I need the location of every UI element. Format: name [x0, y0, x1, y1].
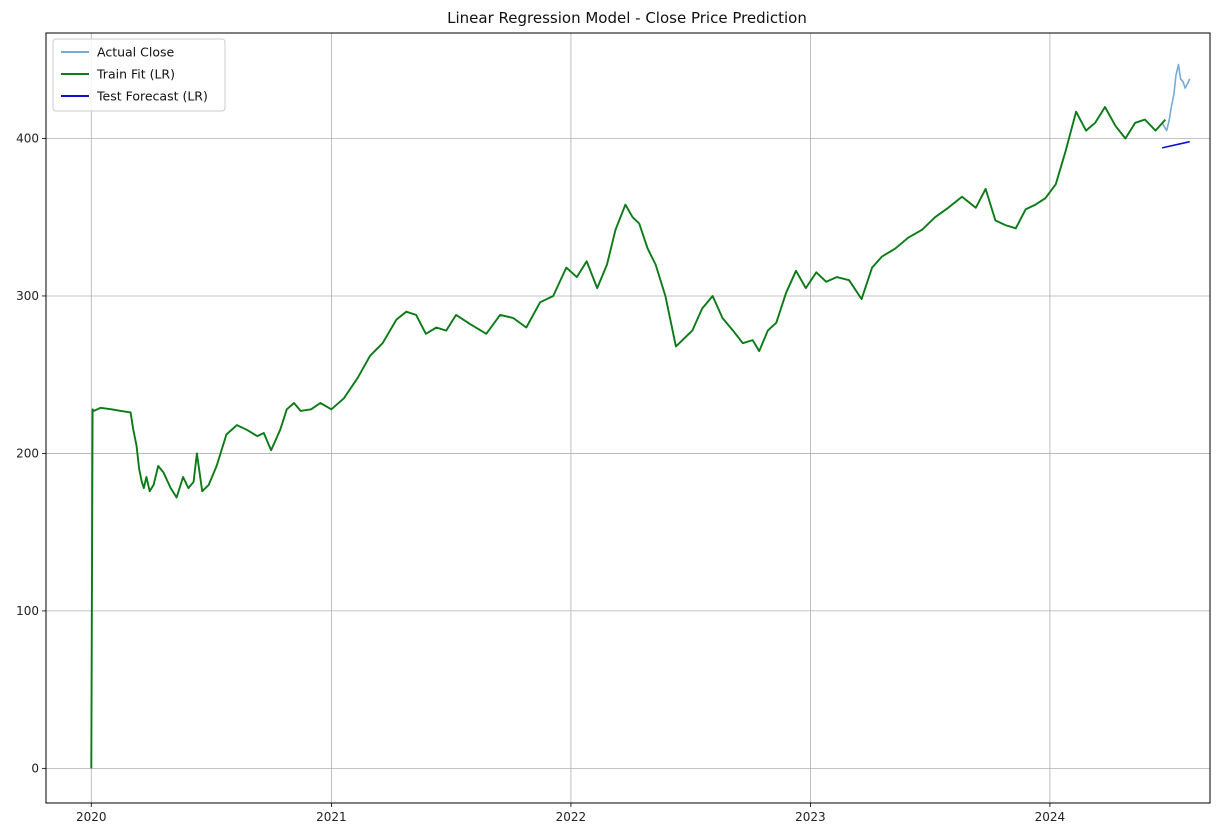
- series-line-3: [1161, 140, 1190, 149]
- y-axis: 0 100 200 300 400: [16, 132, 46, 775]
- y-tick-label: 400: [16, 132, 39, 146]
- series-line-1: [1161, 63, 1191, 132]
- legend-box: [52, 38, 226, 112]
- x-tick-label: 2022: [556, 810, 587, 824]
- y-tick-label: 0: [31, 761, 39, 775]
- x-axis: 2020 2021 2022 2023 2024: [76, 803, 1065, 824]
- legend: Actual Close Train Fit (LR) Test Forecast …: [52, 38, 226, 112]
- legend-label: Test Forecast (LR): [96, 89, 208, 104]
- y-tick-label: 100: [16, 604, 39, 618]
- grid: [46, 33, 1210, 803]
- series-line-2: [90, 106, 1167, 769]
- x-tick-label: 2024: [1035, 810, 1066, 824]
- chart-title: Linear Regression Model - Close Price Pr…: [447, 9, 807, 27]
- series-lines: [90, 63, 1191, 769]
- legend-label: Train Fit (LR): [96, 67, 175, 82]
- y-tick-label: 300: [16, 289, 39, 303]
- x-tick-label: 2021: [316, 810, 347, 824]
- x-tick-label: 2023: [795, 810, 826, 824]
- y-tick-label: 200: [16, 446, 39, 460]
- x-tick-label: 2020: [76, 810, 107, 824]
- plot-frame: [45, 32, 1211, 804]
- legend-label: Actual Close: [97, 45, 174, 60]
